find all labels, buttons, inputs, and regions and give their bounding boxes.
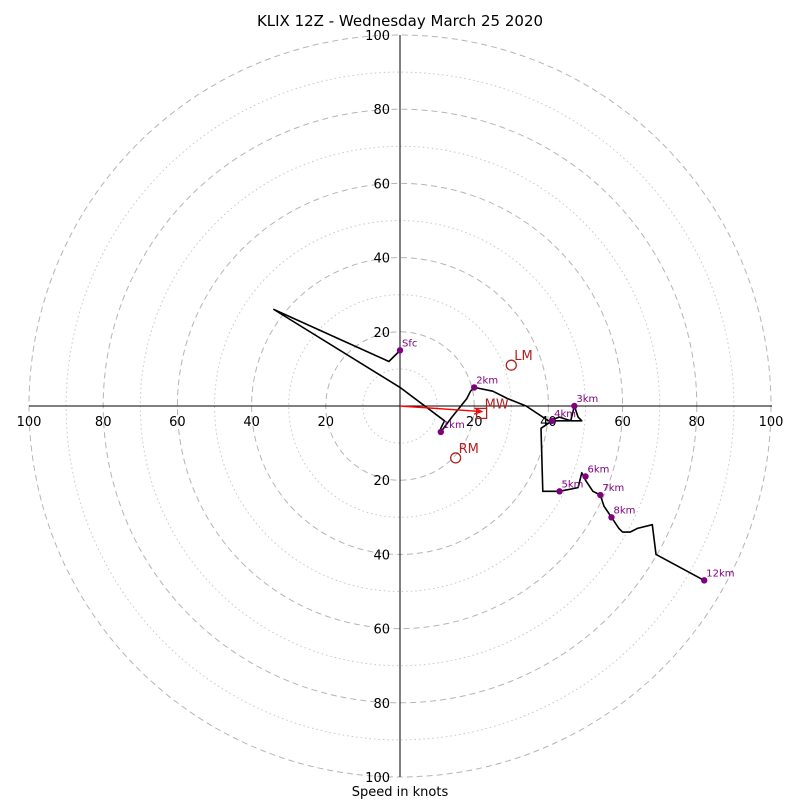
y-tick-label: 100	[365, 771, 390, 786]
y-tick-label: 40	[373, 548, 390, 563]
x-tick-label: 20	[466, 415, 483, 430]
x-tick-label: 40	[243, 415, 260, 430]
x-tick-label: 100	[17, 415, 42, 430]
storm-motion-label: RM	[459, 442, 479, 457]
height-marker-label: 4km	[554, 409, 576, 420]
hodograph-line	[273, 308, 705, 582]
height-marker-point	[471, 384, 478, 391]
height-marker-label: 1km	[443, 420, 465, 431]
chart-title: KLIX 12Z - Wednesday March 25 2020	[257, 12, 543, 30]
y-tick-label: 60	[373, 623, 390, 638]
height-marker-point	[556, 488, 563, 495]
height-marker-label: Sfc	[402, 338, 417, 349]
mean-wind-marker	[475, 407, 488, 420]
x-tick-label: 80	[95, 415, 112, 430]
height-marker-label: 7km	[602, 483, 624, 494]
height-marker-point	[608, 514, 615, 521]
storm-motion-label: MW	[485, 397, 509, 412]
hodograph-series	[273, 308, 705, 582]
storm-motion-marker	[449, 452, 462, 464]
y-tick-label: 80	[373, 697, 390, 712]
y-tick-labels: 100 80 60 40 20 20 40 60 80 100	[365, 29, 390, 786]
x-tick-label: 100	[759, 415, 784, 430]
y-tick-label: 80	[373, 103, 390, 118]
y-tick-label: 60	[373, 177, 390, 192]
height-marker-point	[701, 577, 708, 584]
storm-motion-markers: LM RM MW	[449, 349, 533, 464]
x-tick-label: 20	[318, 415, 335, 430]
height-marker-label: 8km	[613, 505, 635, 516]
y-tick-label: 40	[373, 252, 390, 267]
x-tick-label: 60	[169, 415, 186, 430]
x-axis-label: Speed in knots	[352, 785, 449, 800]
height-marker-point	[582, 473, 589, 480]
height-marker-point	[548, 417, 556, 425]
height-marker-point	[437, 428, 445, 436]
x-tick-labels: 100 80 60 40 20 20 40 60 80 100	[17, 415, 784, 430]
storm-motion-marker	[505, 359, 517, 371]
height-marker-point	[597, 491, 604, 499]
x-tick-label: 60	[614, 415, 631, 430]
height-marker-label: 3km	[576, 394, 598, 405]
shear-vector	[399, 405, 482, 413]
height-marker-label: 6km	[588, 464, 610, 475]
y-tick-label: 20	[373, 474, 390, 489]
height-marker-point	[396, 347, 404, 354]
height-marker-label: 2km	[476, 375, 498, 386]
height-marker-point	[571, 402, 578, 410]
height-marker-label: 12km	[706, 568, 734, 579]
storm-motion-label: LM	[514, 349, 532, 364]
height-marker-label: 5km	[562, 479, 584, 490]
y-tick-label: 100	[365, 29, 390, 44]
y-tick-label: 20	[373, 326, 390, 341]
x-tick-label: 80	[689, 415, 706, 430]
